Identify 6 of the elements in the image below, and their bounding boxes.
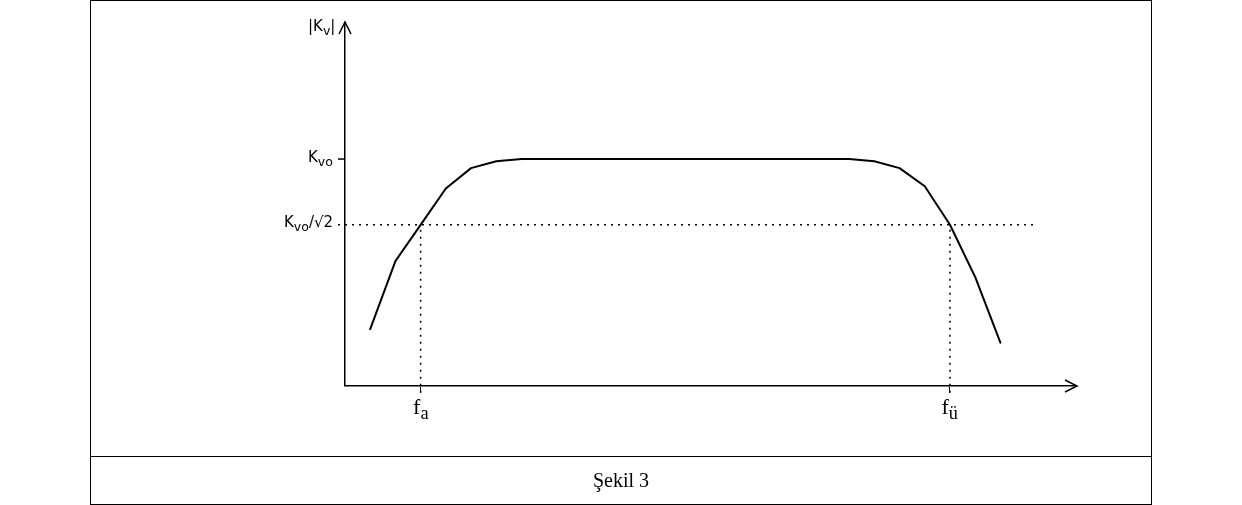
x-tick-label: f$_{a}$ bbox=[413, 393, 429, 424]
x-tick-label: f$_{ü}$ bbox=[941, 393, 958, 424]
text: Şekil 3 bbox=[591, 469, 651, 492]
ref-line-label: K$_{vo}$/√2 bbox=[284, 213, 334, 235]
text: |K$_{v}$| bbox=[308, 17, 336, 38]
text: K$_{vo}$ bbox=[308, 147, 333, 169]
